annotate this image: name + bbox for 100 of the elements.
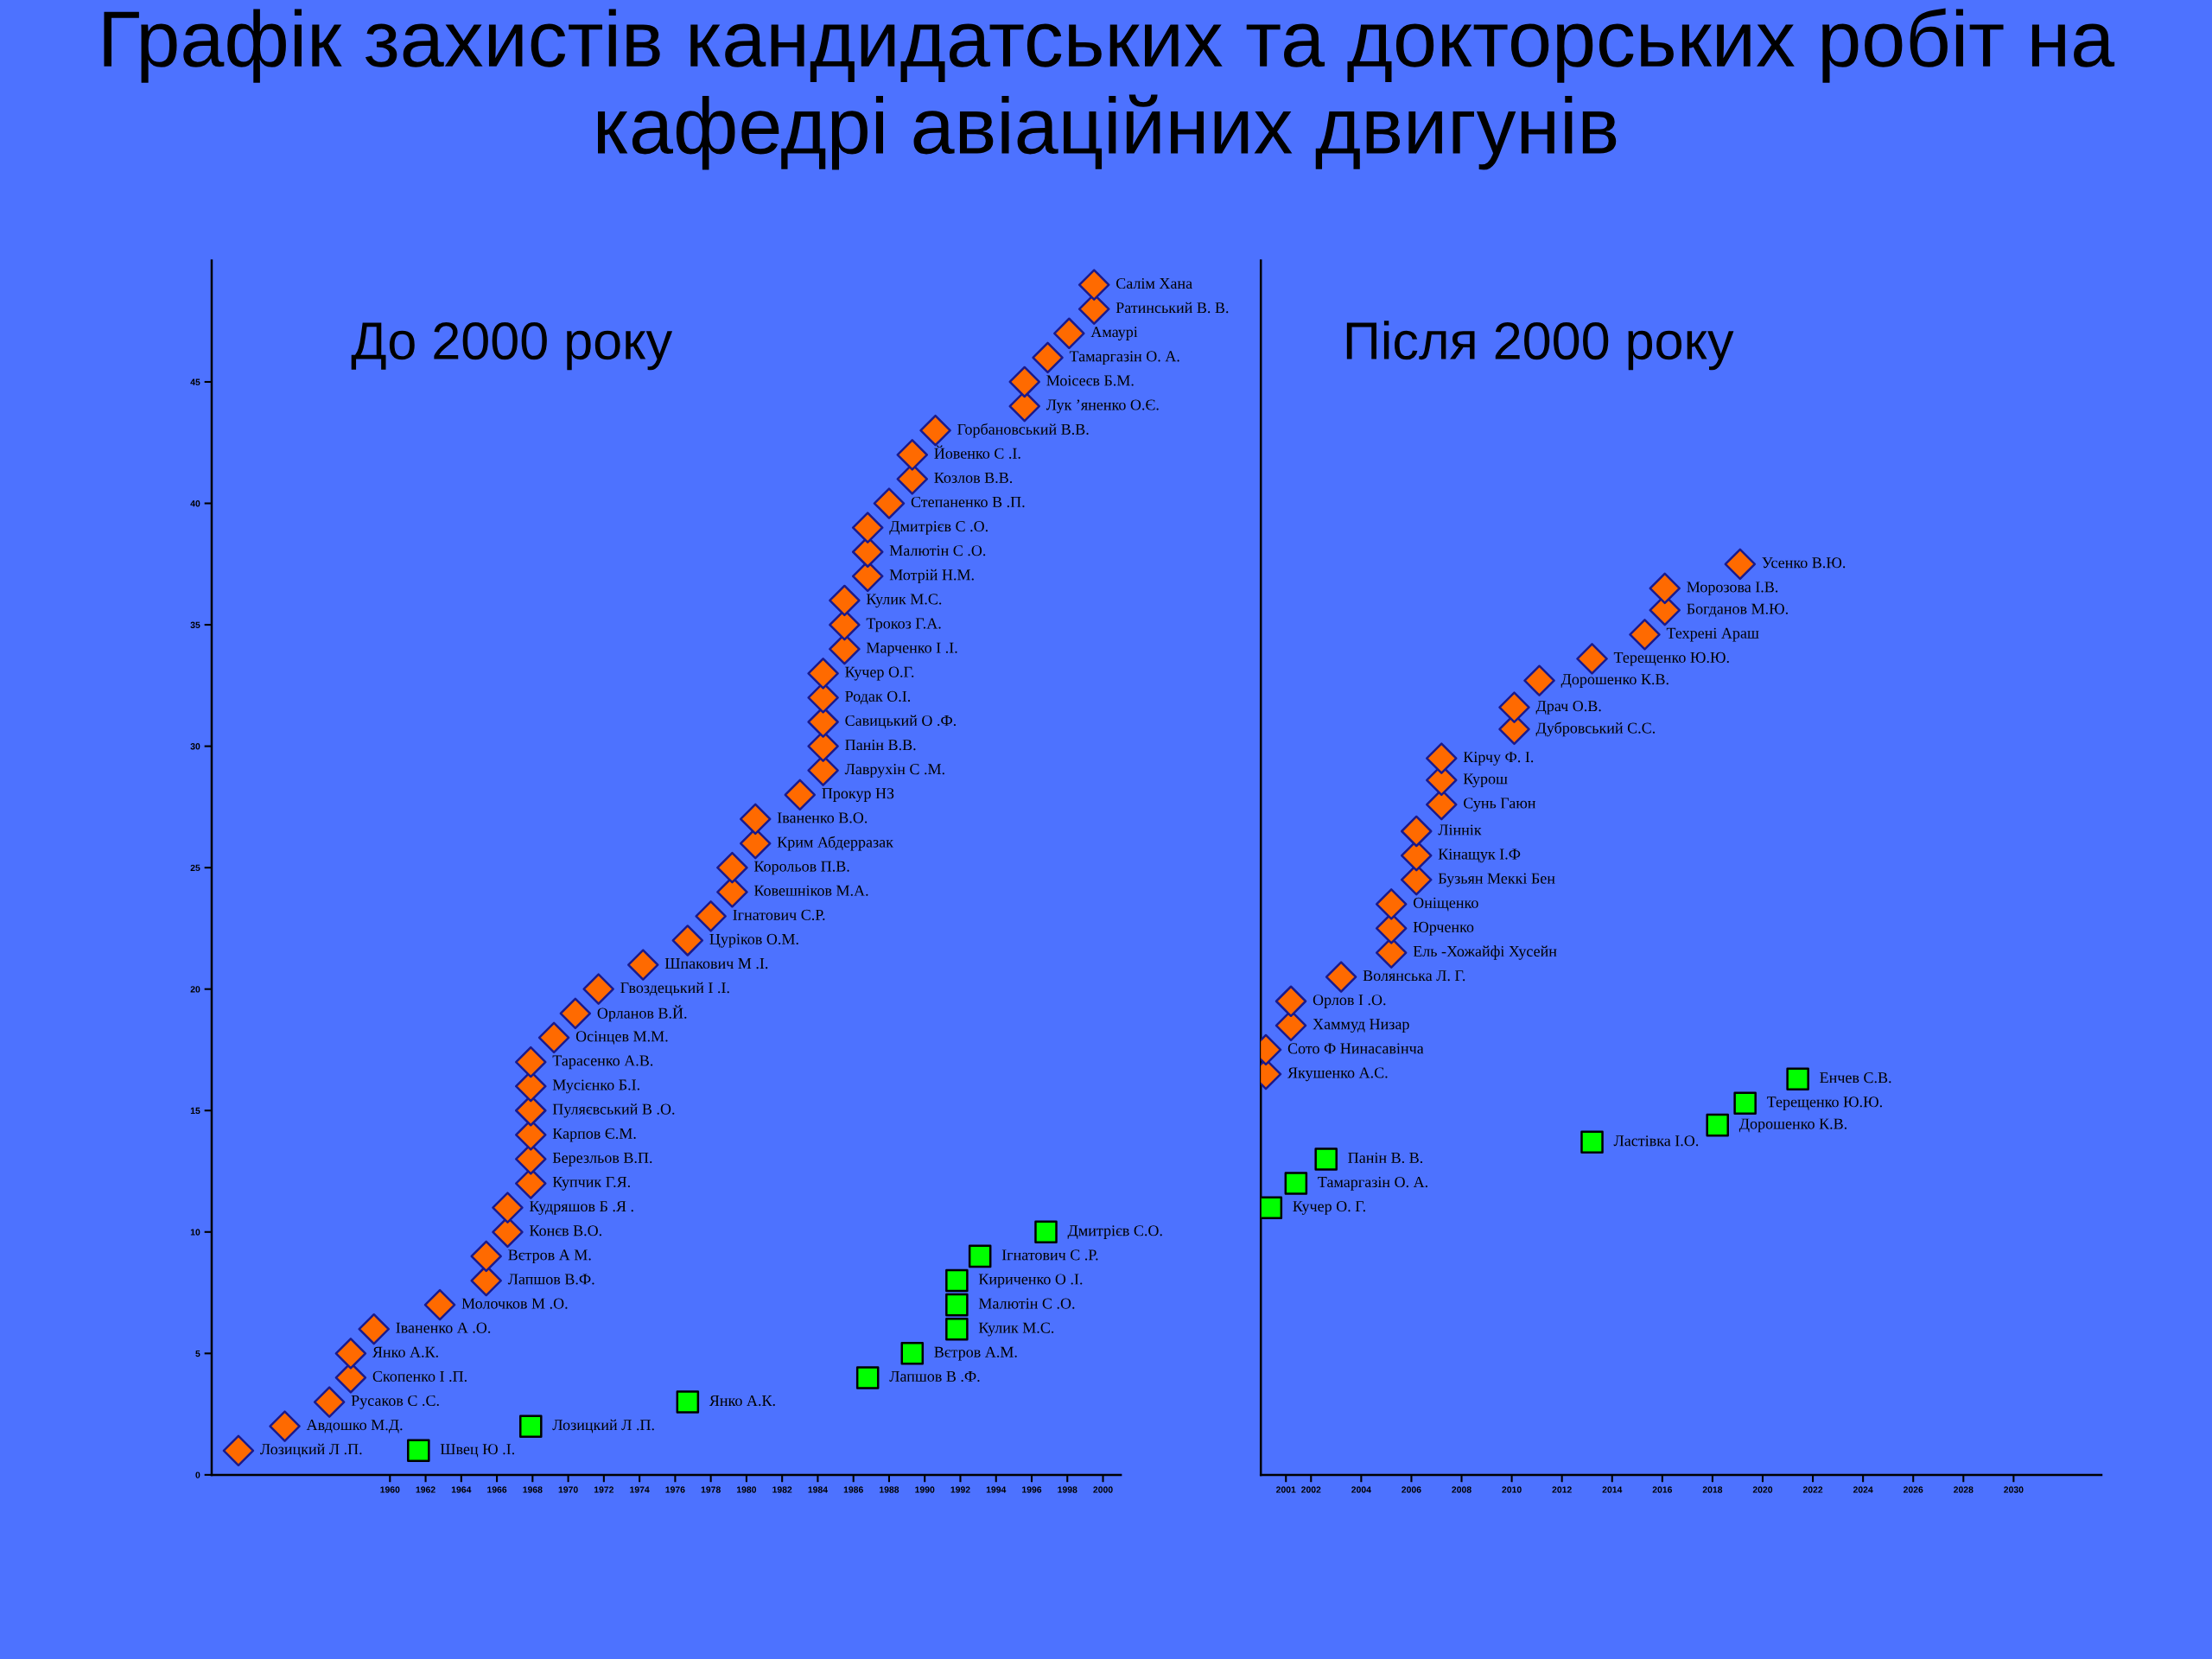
annotation: Панін В.В. [845,740,916,751]
annotation: Кулик М.С. [978,1322,1054,1337]
x-tick-label: 1980 [736,1486,757,1493]
y-tick-label: 25 [190,864,200,872]
annotation: Карпов Є.М. [552,1128,636,1142]
point [515,1046,547,1078]
x-tick-label: 1978 [701,1486,721,1493]
annotation: Волянська Л. Г. [1363,970,1465,982]
x-tick-label: 1996 [1022,1486,1042,1493]
x-tick-label: 2016 [1652,1486,1673,1493]
annotation: Дубровський С.С. [1535,721,1656,737]
annotation: Лозицкий Л .П. [260,1443,362,1458]
annotation: Амаурі [1090,327,1138,340]
annotation: Русаков С .С. [351,1395,439,1409]
y-tick-label: 30 [190,743,200,750]
x-tick-label: 1990 [915,1486,935,1493]
annotation: Терещенко Ю.Ю. [1613,652,1729,666]
annotation: Дмитрієв С.О. [1067,1225,1162,1239]
point [695,900,727,932]
annotation: Ель -Хожайфі Хусейн [1413,945,1557,960]
annotation: Шпакович М .І. [664,958,768,969]
x-tick-label: 1962 [416,1486,435,1493]
y-tick-label: 35 [190,621,200,628]
y-tick-label: 45 [190,378,200,385]
x-tick-label: 2030 [2004,1486,2024,1493]
point [716,851,748,884]
x-tick-label: 1986 [843,1486,863,1493]
x-tick-label: 1988 [880,1486,899,1493]
annotation: Лозицкий Л .П. [552,1419,654,1433]
x-tick-label: 2000 [1093,1486,1113,1493]
point [873,487,906,519]
point [1053,317,1085,350]
annotation: Хаммуд Низар [1313,1019,1409,1033]
point [519,1414,543,1438]
annotation: Осінцев М.М. [575,1031,668,1045]
point [626,949,659,981]
annotation: Юрченко [1413,921,1474,936]
annotation: Ковешніков М.А. [753,885,868,896]
point [1400,815,1433,848]
annotation: Оніщенко [1413,897,1478,912]
x-tick-label: 1968 [523,1486,543,1493]
point [358,1313,390,1345]
annotation: Лапшов В.Ф. [507,1274,594,1285]
point [470,1240,502,1273]
annotation: Кириченко О .І. [978,1274,1083,1288]
point [1733,1091,1757,1116]
annotation: Авдошко М.Д. [306,1420,403,1433]
point [739,803,772,836]
annotation: Сото Ф Нинасавінча [1287,1043,1424,1054]
point [784,779,817,811]
point [1008,365,1041,398]
annotation: Тамаргазін О. А. [1318,1176,1427,1191]
point [1498,691,1530,723]
y-tick-label: 20 [190,986,200,993]
point [945,1293,969,1317]
x-tick-label: 2004 [1351,1486,1371,1493]
annotation: Ігнатович С.Р. [733,909,825,920]
annotation: Трокоз Г.А. [866,618,941,632]
annotation: Кучер О. Г. [1293,1201,1365,1215]
point [1314,1147,1338,1171]
annotation: Орлов І .О. [1313,995,1386,1008]
point [1523,664,1555,696]
annotation: Скопенко І .П. [372,1370,467,1382]
annotation: Степаненко В .П. [911,496,1025,508]
x-tick-label: 1974 [630,1486,650,1493]
point [537,1021,570,1054]
point [222,1434,255,1467]
y-tick-label: 5 [195,1350,200,1357]
x-tick-label: 2008 [1452,1486,1471,1493]
point [896,439,929,471]
annotation: Вєтров А.М. [934,1346,1017,1361]
annotation: Ліннік [1438,824,1482,836]
x-tick-label: 2026 [1903,1486,1923,1493]
annotation: Кулик М.С. [866,594,942,608]
annotation: Ластівка І.О. [1613,1135,1699,1147]
point [423,1288,456,1321]
y-tick-label: 10 [190,1229,200,1236]
annotation: Мусієнко Б.І. [552,1079,639,1094]
annotation: Бузьян Меккі Бен [1438,873,1555,887]
point [559,997,592,1030]
point [313,1386,346,1418]
point [269,1410,301,1442]
x-tick-label: 2001 [1276,1486,1296,1493]
x-tick-label: 1970 [558,1486,578,1493]
point [968,1244,992,1268]
x-tick-label: 1964 [451,1486,472,1493]
x-tick-label: 1992 [950,1486,970,1493]
annotation: Малютін С .О. [889,545,986,556]
annotation: Молочков М .О. [461,1298,568,1309]
point [334,1338,367,1370]
annotation: Дорошенко К.В. [1560,674,1669,688]
y-tick-label: 15 [190,1107,200,1115]
annotation: Родак О.І. [845,690,911,705]
annotation: Цуріков О.М. [709,933,798,948]
point [1274,985,1307,1018]
annotation: Конєв В.О. [529,1225,601,1236]
annotation: Дмитрієв С .О. [889,521,988,535]
y-tick-label: 40 [190,500,200,507]
annotation: Горбановський В.В. [957,423,1089,438]
point [1375,888,1408,920]
